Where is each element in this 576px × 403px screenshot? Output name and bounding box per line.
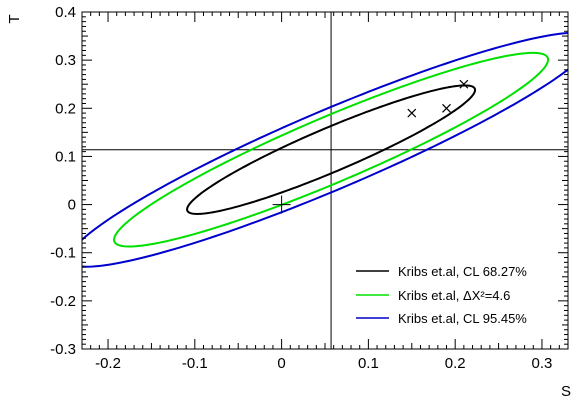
legend-entry-3: Kribs et.al, CL 95.45% bbox=[356, 311, 527, 326]
reference-lines bbox=[82, 12, 568, 349]
ellipse-series-1 bbox=[186, 84, 477, 215]
x-tick-label: 0.1 bbox=[358, 355, 379, 372]
ellipse-series-2 bbox=[113, 51, 550, 248]
plus-marker-1 bbox=[272, 195, 291, 214]
legend: Kribs et.al, CL 68.27% Kribs et.al, ΔX²=4… bbox=[356, 264, 527, 326]
legend-entry-2: Kribs et.al, ΔX²=4.6 bbox=[356, 288, 510, 303]
series-layer bbox=[82, 31, 568, 268]
x-tick-label: 0.3 bbox=[532, 355, 553, 372]
y-tick-label: 0.4 bbox=[55, 4, 76, 21]
y-tick-label: 0.3 bbox=[55, 52, 76, 69]
legend-entry-1: Kribs et.al, CL 68.27% bbox=[356, 264, 527, 279]
ellipse-series-3 bbox=[82, 31, 568, 268]
x-marker-3 bbox=[442, 103, 451, 113]
y-tick-label: 0 bbox=[68, 197, 76, 214]
y-tick-label: 0.2 bbox=[55, 100, 76, 117]
y-tick-label: -0.2 bbox=[50, 293, 76, 310]
legend-label: Kribs et.al, ΔX²=4.6 bbox=[398, 288, 510, 303]
x-marker-2 bbox=[407, 108, 417, 118]
y-tick-label: -0.1 bbox=[50, 245, 76, 262]
x-tick-label: 0 bbox=[277, 355, 285, 372]
y-tick-label: -0.3 bbox=[50, 341, 76, 358]
y-axis-title: T bbox=[6, 14, 23, 23]
tick-labels: -0.2 -0.1 0 0.1 0.2 0.3 -0.3 -0.2 -0.1 0 0.1 0.2 0.3… bbox=[50, 4, 552, 372]
x-marker-4 bbox=[459, 79, 469, 89]
x-axis-title: S bbox=[561, 383, 571, 400]
points-layer bbox=[272, 79, 469, 214]
axis-ticks bbox=[81, 11, 569, 350]
legend-label: Kribs et.al, CL 68.27% bbox=[398, 264, 527, 279]
y-tick-label: 0.1 bbox=[55, 148, 76, 165]
x-tick-label: -0.1 bbox=[182, 355, 208, 372]
x-tick-label: -0.2 bbox=[95, 355, 121, 372]
legend-label: Kribs et.al, CL 95.45% bbox=[398, 311, 527, 326]
x-tick-label: 0.2 bbox=[445, 355, 466, 372]
